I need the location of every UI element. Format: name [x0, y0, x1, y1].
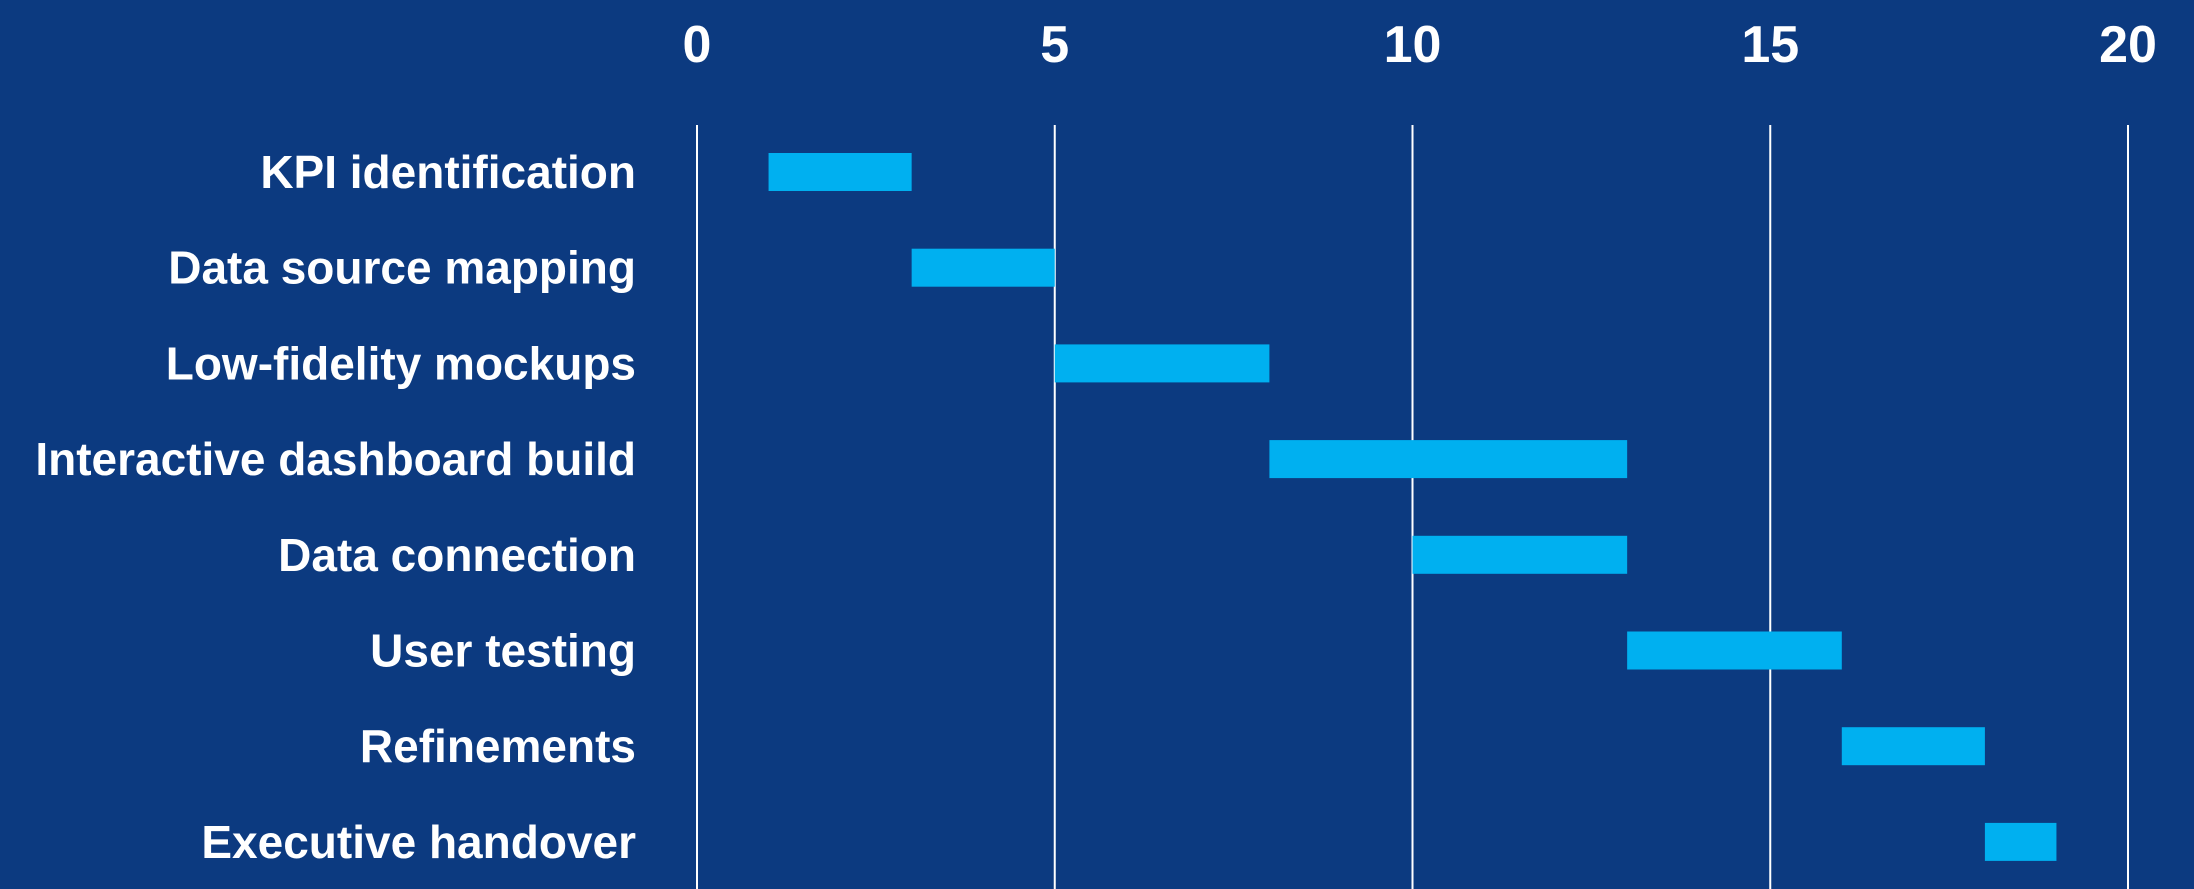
task-label: User testing — [370, 625, 636, 677]
task-bar — [1412, 535, 1628, 574]
task-bar — [1841, 727, 1985, 766]
x-tick-label: 20 — [2099, 16, 2157, 74]
task-label: Data source mapping — [168, 242, 636, 294]
task-bar — [1627, 631, 1842, 670]
task-label: Data connection — [278, 529, 636, 581]
task-label: Refinements — [360, 720, 636, 772]
x-tick-label: 15 — [1741, 16, 1799, 74]
task-labels: KPI identification Data source mapping Low… — [35, 146, 636, 868]
x-tick-label: 0 — [683, 16, 712, 74]
task-bar — [1984, 822, 2057, 861]
task-label: Interactive dashboard build — [35, 433, 636, 485]
x-tick-label: 10 — [1384, 16, 1442, 74]
task-bar — [911, 248, 1055, 287]
x-tick-label: 5 — [1040, 16, 1069, 74]
task-bar — [1054, 344, 1270, 383]
task-bar — [768, 153, 912, 191]
task-label: Low-fidelity mockups — [166, 337, 636, 389]
task-label: KPI identification — [260, 146, 636, 198]
task-bars — [768, 153, 2057, 861]
x-axis-tick-labels: 0 5 10 15 20 — [683, 16, 2157, 74]
task-label: Executive handover — [201, 816, 636, 868]
task-bar — [1269, 440, 1628, 479]
